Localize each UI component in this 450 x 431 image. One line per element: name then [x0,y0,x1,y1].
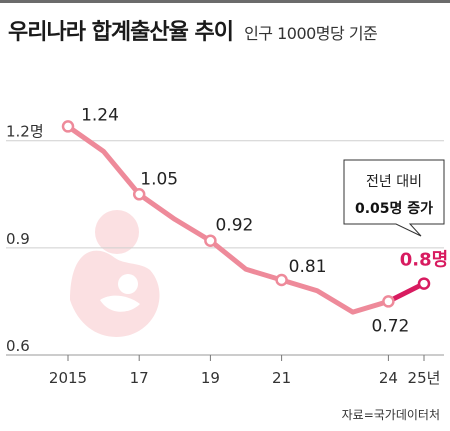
series-path [66,124,390,315]
series-path-recent [387,281,426,304]
data-label: 0.81 [289,257,327,277]
title-row: 우리나라 합계출산율 추이 인구 1000명당 기준 [8,14,378,46]
data-labels: 1.24 1.05 0.92 0.81 0.72 0.8명 [81,105,448,336]
mother-child-watermark-icon [70,210,160,337]
annotation-line2: 0.05명 증가 [355,200,433,217]
data-point [417,277,431,290]
y-tick-label: 1.2명 [6,123,44,141]
y-tick-label: 0.6 [6,337,30,355]
data-label: 0.92 [215,216,253,236]
x-tick-label: 21 [272,369,291,387]
data-point [132,188,146,201]
x-tick-label: 2015 [49,369,87,387]
y-tick-label: 0.9 [6,230,30,248]
annotation-line1: 전년 대비 [366,174,422,190]
source-note: 자료=국가데이터처 [341,408,440,422]
x-tick-label: 19 [201,369,220,387]
x-tick-label: 17 [130,369,149,387]
data-label: 1.24 [81,105,119,125]
series-markers [61,120,431,308]
y-axis-ticks: 1.2명 0.9 0.6 [6,123,44,355]
series-line [66,124,426,315]
chart-subtitle: 인구 1000명당 기준 [244,24,378,43]
annotation-callout: 전년 대비 0.05명 증가 [343,159,445,237]
data-point [204,234,217,247]
grid-lines [6,140,444,356]
data-label: 0.8명 [400,250,448,271]
data-point [275,273,288,287]
top-rule [0,0,450,3]
data-label: 1.05 [140,169,178,189]
data-point [61,120,75,133]
x-tick-label: 24 [379,369,398,387]
data-label: 0.72 [371,316,409,336]
chart-title: 우리나라 합계출산율 추이 [8,20,234,45]
x-tick-label: 25년 [408,369,441,387]
data-point [382,295,395,308]
x-axis-ticks: 2015 17 19 21 24 25년 [49,355,441,387]
